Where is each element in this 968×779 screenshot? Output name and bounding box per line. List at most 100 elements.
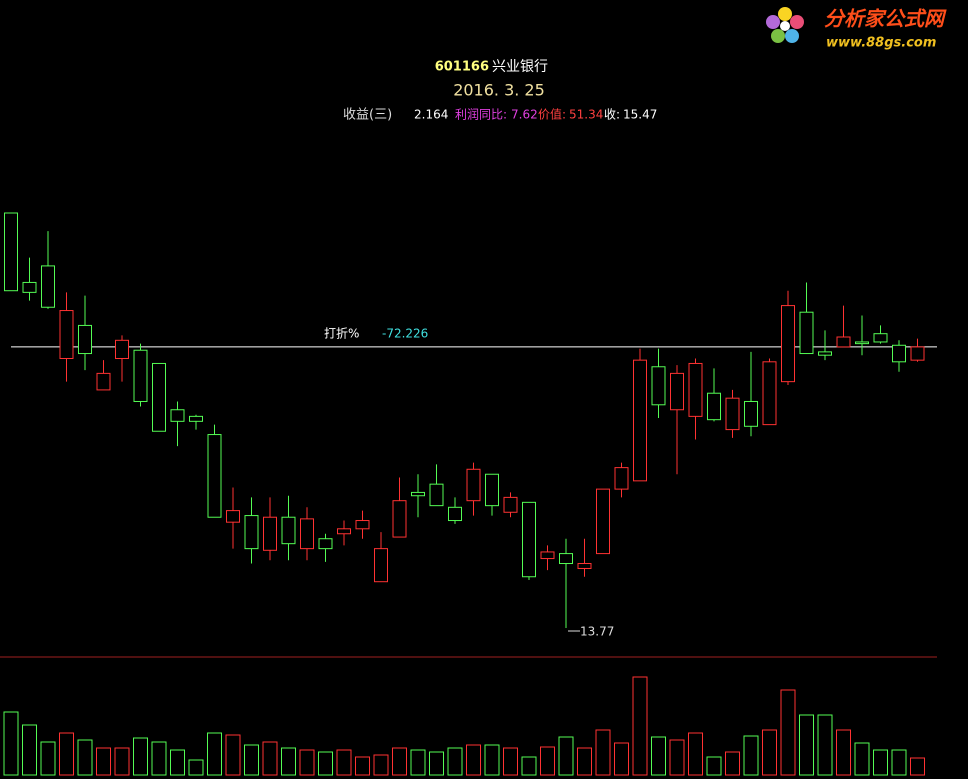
candle-body [633, 359, 647, 482]
date: 2016. 3. 25 [453, 81, 545, 100]
candle-body [337, 528, 351, 535]
candle-body [318, 538, 333, 550]
candle-body [762, 361, 777, 426]
candle-body [411, 491, 425, 497]
candle-body [374, 548, 388, 583]
candle-body [818, 351, 832, 356]
volume-bar [910, 757, 925, 776]
volume-bar [299, 749, 315, 776]
low-label: 13.77 [580, 625, 614, 639]
volume-bar [614, 742, 629, 776]
candle-body [781, 305, 795, 383]
volume-bar [40, 741, 56, 776]
volume-bar [836, 729, 851, 776]
volume-bar [521, 756, 537, 776]
stock-code: 601166 [435, 60, 489, 75]
candle-body [392, 500, 407, 538]
candle-body [115, 339, 129, 359]
candle-body [207, 434, 222, 518]
candle-body [855, 341, 869, 345]
candle-body [892, 344, 906, 363]
candle-body [873, 333, 888, 343]
candle-body [244, 515, 259, 550]
volume-bar [170, 749, 185, 776]
volume-bar [336, 749, 352, 776]
volume-bar [725, 751, 740, 776]
candle-body [59, 310, 74, 359]
candle-body [707, 392, 721, 421]
volume-bar [22, 724, 37, 776]
volume-bar [3, 711, 19, 776]
volume-bar [577, 747, 592, 776]
candle-body [170, 409, 185, 422]
volume-bar [410, 749, 426, 776]
candle-body [744, 400, 758, 427]
volume-bar [743, 735, 759, 776]
candle-body [596, 488, 610, 555]
volume-bar [466, 744, 481, 776]
candle-body [799, 311, 814, 355]
discount-value: -72.226 [382, 327, 428, 341]
volume-bar [669, 739, 685, 776]
candle-body [4, 212, 18, 292]
candle-body [189, 415, 203, 422]
volume-bar [799, 714, 814, 776]
candle-body [78, 324, 92, 355]
candle-body [651, 366, 666, 406]
candle-body [226, 510, 240, 523]
candle-body [133, 349, 148, 402]
volume-bar [59, 732, 74, 776]
candle-body [670, 372, 684, 411]
candle-body [263, 516, 277, 551]
candle-body [22, 281, 37, 293]
candle-body [725, 397, 740, 431]
volume-bar [355, 756, 370, 776]
candle-body [152, 362, 166, 432]
candle-body [485, 473, 499, 507]
candle-body [559, 553, 573, 565]
volume-bar [392, 747, 407, 776]
volume-bar [188, 759, 204, 776]
candle-body [300, 518, 314, 550]
volume-bar [244, 744, 259, 776]
logo-title: 分析家公式网 [824, 7, 947, 31]
volume-bar [632, 676, 648, 776]
volume-bar [429, 751, 444, 776]
value-label: 价值: [538, 107, 566, 122]
volume-bar [281, 747, 296, 776]
volume-bar [484, 744, 500, 776]
volume-bar [706, 756, 722, 776]
candle-body [577, 563, 592, 569]
candle-body [448, 506, 462, 522]
volume-bar [77, 739, 93, 776]
volume-bar [817, 714, 833, 776]
eps-label: 收益(三) [343, 108, 392, 123]
logo-icon [766, 7, 804, 43]
candle-body [522, 501, 536, 578]
eps-value: 2.164 [414, 108, 448, 122]
value-value: 51.34 [569, 108, 603, 122]
volume-bar [595, 729, 611, 776]
volume-bar [540, 746, 555, 776]
candle-body [503, 496, 518, 513]
volume-bar [151, 741, 167, 776]
volume-bar [96, 747, 111, 776]
candle-body [836, 336, 851, 348]
candle-body [910, 346, 925, 361]
volume-bar [447, 747, 463, 776]
stock-name: 兴业银行 [492, 59, 548, 75]
close-value: 15.47 [623, 108, 657, 122]
profit-value: 7.62 [511, 108, 538, 122]
logo-url: www.88gs.com [826, 36, 936, 51]
volume-bar [114, 747, 130, 776]
candle-body [614, 467, 629, 490]
volume-bar [891, 749, 907, 776]
candle-body [281, 516, 296, 545]
volume-bar [688, 732, 703, 776]
candle-body [96, 372, 111, 391]
candle-body [466, 468, 481, 502]
candle-body [540, 551, 555, 560]
volume-bar [318, 751, 333, 776]
volume-bar [873, 749, 888, 776]
volume-bar [558, 736, 574, 776]
